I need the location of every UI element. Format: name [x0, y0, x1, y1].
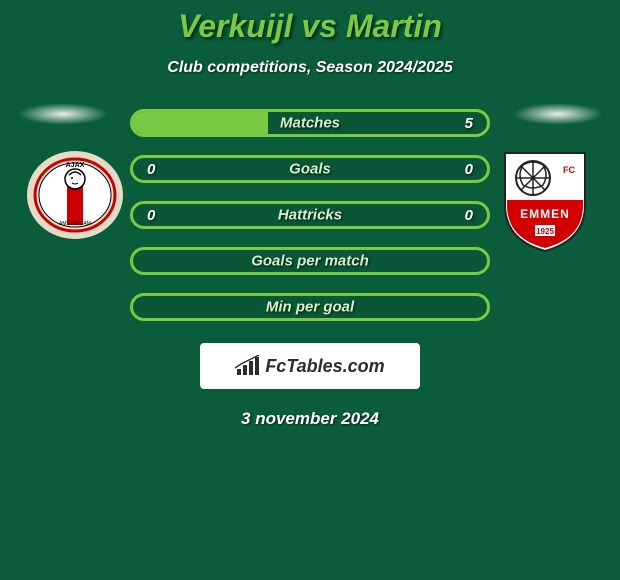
emmen-crest-icon: FC EMMEN 1925 — [495, 145, 595, 255]
brand-text: FcTables.com — [265, 356, 384, 377]
team-left: AJAX AMSTERDAM — [20, 103, 130, 245]
stat-row: 0 Hattricks 0 — [130, 201, 490, 229]
stat-left-value: 0 — [147, 161, 167, 178]
svg-text:FC: FC — [563, 165, 575, 175]
stat-right-value: 0 — [453, 161, 473, 178]
stats-column: 3 Matches 5 0 Goals 0 0 Hattricks 0 Goal… — [130, 103, 490, 321]
stat-right-value: 5 — [453, 115, 473, 132]
comparison-panel: AJAX AMSTERDAM 3 Matches 5 0 Goals 0 0 H… — [0, 103, 620, 321]
page-subtitle: Club competitions, Season 2024/2025 — [0, 59, 620, 77]
svg-text:AJAX: AJAX — [66, 162, 85, 169]
svg-text:AMSTERDAM: AMSTERDAM — [59, 221, 91, 227]
stat-label: Min per goal — [266, 299, 354, 316]
stat-row: 0 Goals 0 — [130, 155, 490, 183]
stat-row: Goals per match — [130, 247, 490, 275]
stat-left-value: 0 — [147, 207, 167, 224]
shadow-ellipse — [513, 103, 603, 125]
stat-label: Hattricks — [278, 207, 342, 224]
stat-fill — [133, 112, 268, 134]
ajax-crest-icon: AJAX AMSTERDAM — [25, 145, 125, 245]
brand-box: FcTables.com — [200, 343, 420, 389]
shadow-ellipse — [18, 103, 108, 125]
page-title: Verkuijl vs Martin — [0, 8, 620, 45]
team-right: FC EMMEN 1925 — [490, 103, 600, 255]
stat-label: Goals — [289, 161, 331, 178]
crest-year: 1925 — [536, 227, 554, 236]
svg-text:EMMEN: EMMEN — [520, 207, 570, 221]
stat-label: Goals per match — [251, 253, 369, 270]
stat-row: 3 Matches 5 — [130, 109, 490, 137]
date-label: 3 november 2024 — [0, 409, 620, 429]
stat-label: Matches — [280, 115, 340, 132]
chart-bars-icon — [235, 355, 261, 377]
stat-row: Min per goal — [130, 293, 490, 321]
stat-right-value: 0 — [453, 207, 473, 224]
